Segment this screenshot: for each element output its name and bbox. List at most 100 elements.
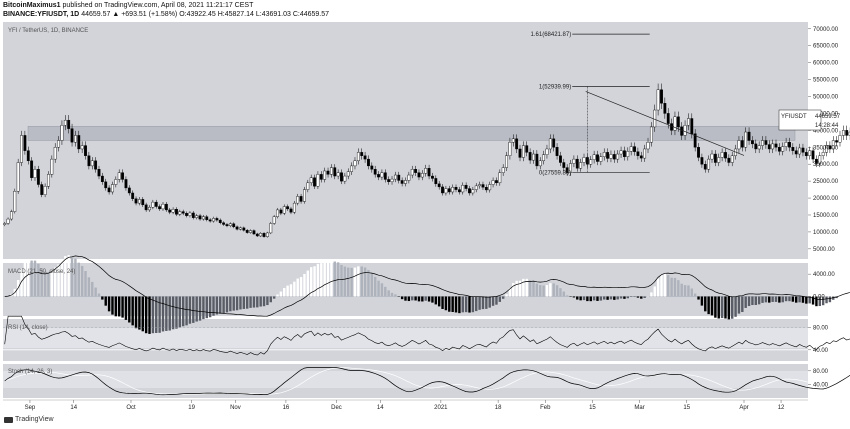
candle-body — [427, 168, 431, 177]
candle — [326, 167, 330, 178]
candle — [90, 157, 94, 170]
time-axis-tick-label: 18 — [495, 405, 502, 411]
macd-histogram-bar — [491, 296, 495, 306]
publish-line: BitcoinMaximus1 published on TradingView… — [3, 2, 253, 9]
candle — [188, 211, 192, 218]
candle-body — [528, 152, 532, 161]
candle-body — [158, 206, 162, 210]
candle-body — [815, 158, 818, 164]
candle-body — [744, 131, 748, 148]
candle — [10, 209, 13, 221]
symbol-line: BINANCE:YFIUSDT, 1D 44659.57 ▲ +693.51 (… — [3, 11, 329, 18]
time-axis-tick-label: 14 — [377, 405, 384, 411]
fib-level-label: 1.61(68421.87) — [531, 32, 572, 38]
macd-histogram-bar — [400, 296, 404, 300]
candle-body — [212, 218, 215, 222]
descending-trendline[interactable] — [585, 91, 745, 156]
macd-histogram-bar — [586, 296, 589, 302]
candle — [336, 169, 340, 180]
candle — [198, 213, 202, 221]
macd-histogram-bar — [471, 296, 475, 313]
macd-histogram-bar — [80, 265, 84, 297]
candle-body — [471, 189, 475, 194]
macd-histogram-bar — [616, 296, 619, 300]
candle-body — [107, 187, 111, 193]
macd-histogram-bar — [320, 263, 323, 297]
candle — [393, 171, 397, 183]
rsi-axis-tick-label: 80.00 — [813, 325, 829, 331]
candle — [767, 140, 771, 154]
candle-body — [252, 230, 256, 235]
candle — [141, 197, 145, 207]
macd-histogram-bar — [848, 289, 850, 297]
candle — [329, 164, 333, 178]
macd-histogram-bar — [501, 296, 505, 299]
candle — [53, 143, 57, 163]
macd-histogram-bar — [441, 296, 444, 309]
macd-histogram-bar — [124, 296, 128, 320]
candle — [70, 123, 74, 147]
macd-histogram-bar — [754, 296, 758, 306]
macd-histogram-bar — [475, 296, 478, 312]
candle-body — [542, 154, 546, 162]
macd-histogram-bar — [158, 296, 161, 333]
candle-body — [804, 152, 808, 156]
candle — [821, 148, 825, 160]
macd-histogram-bar — [690, 288, 694, 297]
candle-body — [296, 196, 300, 204]
macd-histogram-bar — [582, 296, 586, 301]
candle — [727, 154, 731, 167]
price-tag-box — [778, 109, 822, 131]
candle — [626, 147, 630, 161]
candle-body — [151, 201, 155, 208]
macd-histogram-bar — [764, 296, 768, 303]
macd-histogram-bar — [798, 296, 801, 303]
candle-body — [370, 165, 374, 170]
candle — [660, 83, 663, 109]
macd-histogram-bar — [249, 296, 252, 308]
candle-body — [367, 158, 370, 167]
candle-body — [828, 145, 832, 150]
macd-histogram-bar — [643, 296, 646, 298]
macd-histogram-bar — [272, 296, 276, 299]
candle — [838, 130, 842, 147]
macd-histogram-bar — [222, 296, 225, 313]
candle-body — [754, 143, 758, 150]
candle — [713, 150, 717, 167]
candle — [114, 176, 118, 188]
candle-body — [198, 215, 202, 220]
macd-histogram-bar — [347, 267, 350, 297]
candle-body — [410, 169, 414, 176]
candle-body — [218, 219, 222, 223]
candle-body — [53, 147, 57, 160]
price-axis-tick-label: 5000.00 — [813, 247, 835, 253]
candle — [104, 178, 108, 191]
candle-body — [592, 154, 596, 160]
publisher-name[interactable]: BitcoinMaximus1 — [3, 2, 61, 9]
price-tag-price: 44659.57 — [815, 114, 841, 120]
rsi-line — [4, 315, 850, 356]
candle — [559, 151, 562, 167]
candle — [80, 141, 84, 154]
macd-histogram-bar — [717, 296, 720, 319]
candle — [747, 127, 751, 145]
macd-histogram-bar — [161, 296, 165, 332]
tradingview-logo[interactable]: TradingView — [4, 416, 54, 423]
candle — [23, 130, 27, 155]
candle-body — [417, 172, 421, 178]
candle — [289, 206, 293, 215]
macd-histogram-bar — [269, 296, 272, 303]
macd-histogram-bar — [40, 268, 43, 297]
time-axis-tick-label: 2021 — [434, 405, 448, 411]
candle-body — [508, 141, 512, 156]
macd-histogram-bar — [512, 283, 515, 297]
candle — [754, 139, 758, 154]
candle — [208, 218, 212, 223]
candle — [663, 97, 667, 119]
macd-histogram-bar — [390, 292, 394, 297]
candle — [572, 155, 576, 168]
candle — [6, 217, 10, 225]
macd-histogram-bar — [434, 296, 438, 305]
candle — [181, 209, 185, 216]
